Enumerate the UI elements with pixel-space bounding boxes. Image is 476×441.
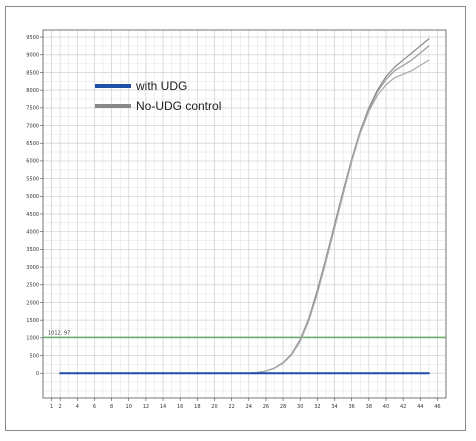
y-tick-label: 2000 <box>26 300 39 306</box>
x-tick-label: 22 <box>228 404 234 410</box>
x-tick-label: 12 <box>143 404 149 410</box>
x-tick-label: 6 <box>93 404 96 410</box>
x-tick-label: 18 <box>194 404 200 410</box>
x-tick-label: 10 <box>126 404 132 410</box>
x-tick-label: 28 <box>280 404 286 410</box>
y-tick-label: 2500 <box>26 283 39 289</box>
legend-label-with-udg: with UDG <box>135 79 187 93</box>
x-tick-label: 44 <box>417 404 423 410</box>
y-tick-label: 9000 <box>26 53 39 59</box>
y-tick-label: 1500 <box>26 318 39 324</box>
series-line-no-udg-control <box>248 59 430 374</box>
y-tick-label: 6000 <box>26 159 39 165</box>
y-tick-label: 3000 <box>26 265 39 271</box>
x-tick-label: 20 <box>211 404 217 410</box>
y-tick-label: 3500 <box>26 247 39 253</box>
y-tick-label: 7500 <box>26 106 39 112</box>
y-tick-label: 5000 <box>26 194 39 200</box>
y-tick-label: 9500 <box>26 35 39 41</box>
x-tick-label: 38 <box>366 404 372 410</box>
x-tick-label: 14 <box>160 404 166 410</box>
x-tick-label: 30 <box>297 404 303 410</box>
y-tick-label: 500 <box>29 353 39 359</box>
x-tick-label: 24 <box>246 404 252 410</box>
y-tick-label: 4500 <box>26 212 39 218</box>
x-tick-label: 4 <box>76 404 79 410</box>
x-tick-label: 36 <box>348 404 354 410</box>
y-tick-label: 7000 <box>26 123 39 129</box>
x-tick-label: 34 <box>331 404 337 410</box>
x-tick-label: 16 <box>177 404 183 410</box>
x-tick-label: 40 <box>383 404 389 410</box>
y-tick-label: 5500 <box>26 176 39 182</box>
x-tick-label: 2 <box>59 404 62 410</box>
threshold-label: 1012. 97 <box>48 330 70 336</box>
y-tick-label: 8000 <box>26 88 39 94</box>
x-tick-label: 46 <box>434 404 440 410</box>
y-tick-label: 0 <box>36 371 39 377</box>
y-tick-label: 8500 <box>26 70 39 76</box>
x-tick-label: 8 <box>110 404 113 410</box>
x-tick-label: 1 <box>50 404 53 410</box>
x-tick-label: 32 <box>314 404 320 410</box>
y-tick-label: 1000 <box>26 336 39 342</box>
legend-label-no-udg-control: No-UDG control <box>136 99 221 113</box>
y-tick-label: 4000 <box>26 229 39 235</box>
x-tick-label: 26 <box>263 404 269 410</box>
x-tick-label: 42 <box>400 404 406 410</box>
y-tick-label: 6500 <box>26 141 39 147</box>
